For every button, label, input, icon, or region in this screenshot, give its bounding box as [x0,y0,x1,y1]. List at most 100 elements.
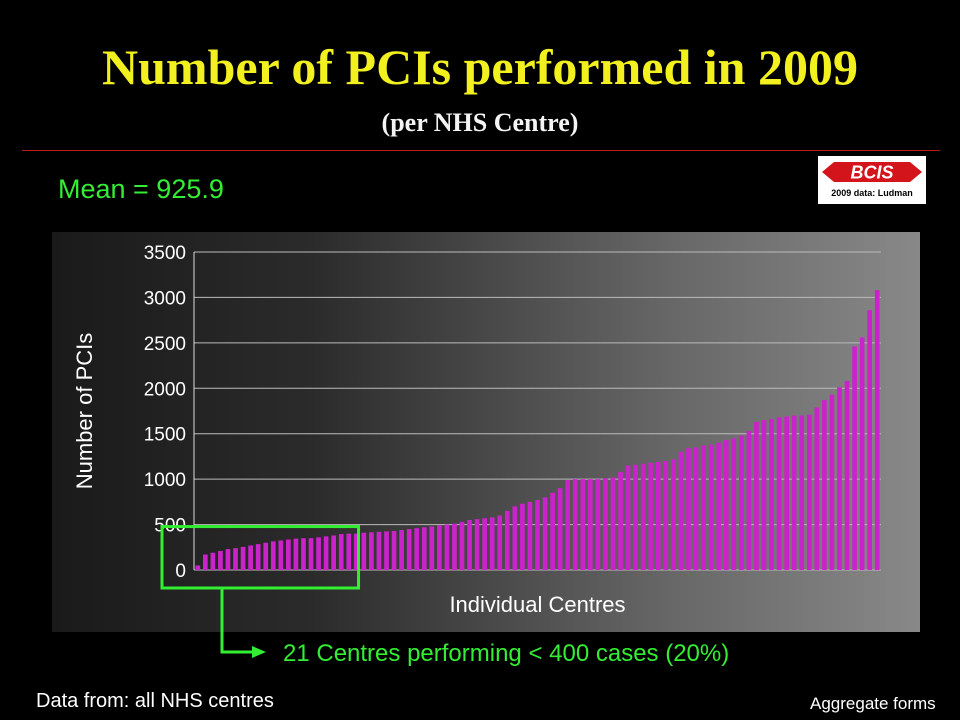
bar [399,530,404,570]
bar [459,521,465,570]
bar [678,451,684,570]
bar [504,510,510,570]
bar [376,531,382,570]
bar [580,479,586,570]
chart-panel: 0 500 1000 1500 2000 2500 3000 3500 Number of P… [52,232,920,632]
bar [663,460,669,570]
bar [784,416,789,570]
bar [384,531,389,570]
bar [195,565,201,570]
bar [346,533,352,570]
bar [693,447,699,570]
bar [738,435,744,570]
bar [270,541,276,570]
bar [708,444,714,570]
title-divider [22,150,940,151]
bar [489,517,495,570]
y-tick-label: 500 [154,516,186,537]
bar [512,506,518,570]
bar [233,548,238,570]
bar [610,477,616,570]
bar [557,488,563,570]
bar [799,415,805,570]
bar [308,538,314,570]
bar [482,518,487,570]
bar [716,442,722,570]
bar [255,544,261,570]
bar [618,471,623,570]
bar [316,537,321,570]
x-axis-label: Individual Centres [449,592,625,617]
bar [527,501,533,570]
bar [671,459,676,570]
y-tick-label: 1000 [144,470,186,491]
bar [550,492,555,570]
bar [414,528,420,570]
bar [791,415,797,570]
y-tick-label: 3500 [144,243,186,264]
footer-source: Data from: all NHS centres [36,690,274,712]
bar [429,526,435,570]
bar [859,337,865,570]
bar [640,463,646,570]
bar [625,465,631,570]
bar [806,414,812,570]
bar [565,480,571,570]
page-subtitle: (per NHS Centre) [381,108,579,137]
bar [655,461,661,570]
bar [293,538,299,570]
bar [588,479,593,570]
bar [633,464,638,570]
bar [331,535,336,570]
bar [867,310,873,570]
page-title: Number of PCIs performed in 2009 [102,39,858,95]
bar [248,545,253,570]
bar [754,421,759,570]
callout-text: 21 Centres performing < 400 cases (20%) [283,640,730,667]
bar [497,515,503,570]
bar [520,503,525,570]
bar [761,420,767,570]
bar [210,552,216,570]
bar [595,479,601,570]
bar [202,554,208,570]
y-ticks: 0 500 1000 1500 2000 2500 3000 3500 [144,243,186,582]
bar [769,419,774,570]
bar [572,479,578,570]
bar [263,542,269,570]
y-tick-label: 2000 [144,379,186,400]
bar [731,438,737,570]
y-tick-label: 1500 [144,425,186,446]
mean-label: Mean = 925.9 [58,174,224,204]
bar [822,400,827,570]
bar [437,525,442,570]
bar [406,529,412,570]
bar [852,346,857,570]
bcis-logo-icon: BCIS [822,162,922,183]
logo-text: BCIS [850,163,893,183]
bar [353,533,359,570]
bar [444,524,450,570]
y-tick-label: 2500 [144,334,186,355]
bar [648,462,654,570]
bar [218,550,223,570]
bar [240,546,246,570]
bar [286,539,291,570]
bar-chart: 0 500 1000 1500 2000 2500 3000 3500 Number of P… [72,243,881,617]
bar [701,445,706,570]
bars [195,290,880,570]
bar [452,523,457,570]
bar [361,532,367,570]
bar [837,387,842,570]
bar [421,527,427,570]
y-axis-label: Number of PCIs [72,333,97,490]
bar [278,540,284,570]
bar [467,520,472,570]
bar [338,534,344,570]
bar [542,497,548,570]
footer-note: Aggregate forms [810,694,936,713]
bar [225,549,231,570]
bar [369,532,374,570]
bar [301,538,306,570]
bar [844,381,850,570]
